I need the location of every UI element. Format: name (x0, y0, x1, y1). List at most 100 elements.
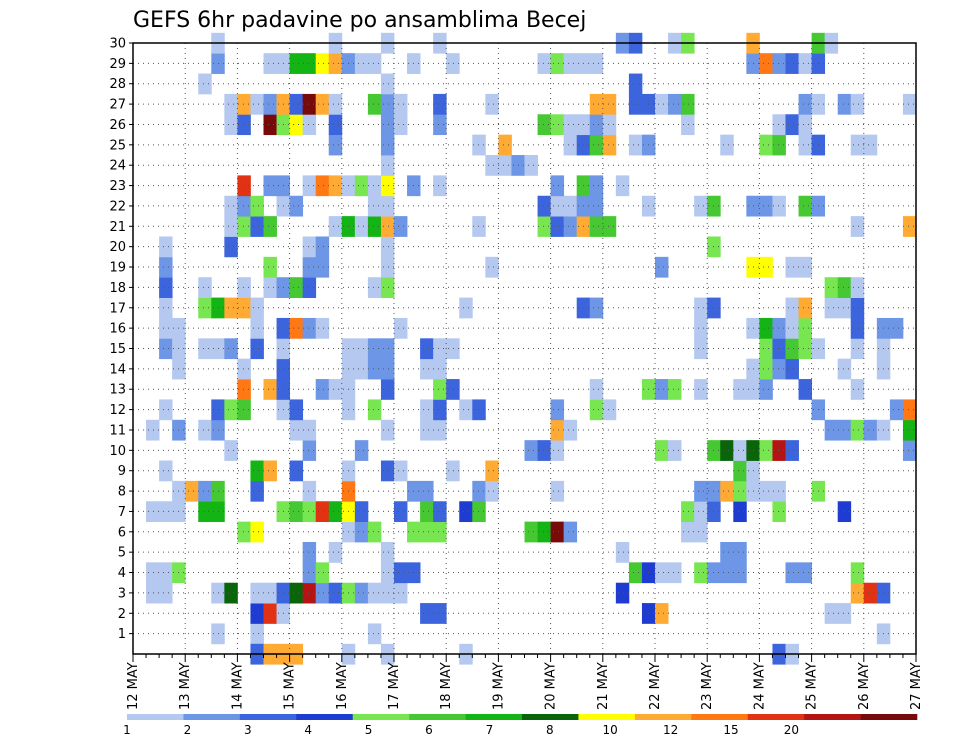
heatmap-cell (785, 256, 799, 278)
legend-label: 3 (244, 723, 252, 737)
heatmap-cell (798, 562, 812, 584)
heatmap-cell (250, 603, 264, 624)
heatmap-cell (550, 480, 565, 502)
heatmap-cell (328, 216, 343, 237)
heatmap-cells (146, 32, 917, 665)
legend-label: 20 (784, 723, 799, 737)
heatmap-cell (850, 379, 865, 400)
heatmap-cell (250, 338, 264, 360)
y-tick-label: 6 (118, 525, 126, 540)
heatmap-cell (563, 419, 578, 441)
y-tick-label: 17 (109, 301, 126, 316)
heatmap-cell (537, 521, 551, 543)
heatmap-cell (328, 93, 343, 115)
heatmap-cell (459, 399, 473, 421)
heatmap-cell (550, 216, 565, 237)
heatmap-cell (446, 379, 460, 400)
heatmap-cell (759, 134, 773, 156)
heatmap-cell (472, 399, 486, 421)
x-tick-label: 21 MAY (596, 662, 611, 710)
heatmap-cell (328, 134, 343, 156)
heatmap-cell (798, 114, 812, 136)
heatmap-cell (159, 338, 173, 360)
heatmap-cell (224, 399, 238, 421)
heatmap-cell (759, 480, 773, 502)
y-tick-label: 30 (109, 37, 126, 52)
heatmap-cell (159, 460, 173, 482)
heatmap-cell (628, 73, 643, 95)
heatmap-cell (302, 582, 317, 604)
heatmap-cell (759, 195, 773, 217)
heatmap-cell (380, 134, 395, 156)
heatmap-cell (250, 317, 264, 339)
heatmap-cell (602, 114, 617, 136)
heatmap-cell (550, 195, 565, 217)
legend-label: 5 (365, 723, 373, 737)
y-tick-label: 25 (109, 138, 126, 153)
heatmap-cell (354, 501, 369, 523)
heatmap-cell (146, 562, 160, 584)
heatmap-cell (237, 358, 251, 380)
heatmap-cell (759, 379, 773, 400)
heatmap-cell (550, 440, 565, 461)
heatmap-cell (694, 501, 708, 523)
heatmap-cell (446, 53, 460, 74)
heatmap-cell (394, 562, 408, 584)
heatmap-cell (263, 256, 277, 278)
heatmap-cell (328, 114, 343, 136)
heatmap-cell (602, 399, 617, 421)
y-tick-label: 4 (118, 566, 126, 581)
heatmap-cell (550, 399, 565, 421)
heatmap-cell (237, 93, 251, 115)
legend-swatch (860, 714, 918, 720)
heatmap-cell (250, 93, 264, 115)
heatmap-cell (837, 501, 852, 523)
heatmap-cell (602, 134, 617, 156)
heatmap-cell (902, 440, 917, 461)
heatmap-cell (837, 297, 852, 319)
y-tick-label: 1 (118, 627, 126, 642)
heatmap-cell (798, 379, 812, 400)
chart-title: GEFS 6hr padavine po ansamblima Becej (133, 8, 586, 33)
heatmap-cell (772, 134, 786, 156)
heatmap-cell (250, 195, 264, 217)
heatmap-cell (420, 358, 434, 380)
heatmap-cell (837, 277, 852, 298)
heatmap-cell (289, 399, 304, 421)
heatmap-cell (302, 175, 317, 197)
heatmap-cell (563, 521, 578, 543)
heatmap-cell (433, 358, 447, 380)
heatmap-cell (250, 521, 264, 543)
heatmap-cell (380, 379, 395, 400)
heatmap-cell (772, 53, 786, 74)
heatmap-cell (850, 93, 865, 115)
heatmap-cell (302, 93, 317, 115)
heatmap-cell (550, 419, 565, 441)
heatmap-cell (733, 562, 747, 584)
heatmap-cell (524, 440, 538, 461)
heatmap-cell (759, 256, 773, 278)
heatmap-cell (433, 379, 447, 400)
heatmap-cell (694, 195, 708, 217)
heatmap-cell (694, 562, 708, 584)
heatmap-cell (394, 216, 408, 237)
legend-swatch (578, 714, 636, 720)
y-tick-label: 29 (109, 57, 126, 72)
heatmap-cell (250, 297, 264, 319)
heatmap-cell (237, 297, 251, 319)
heatmap-cell (798, 297, 812, 319)
heatmap-cell (198, 277, 212, 298)
y-tick-label: 2 (118, 607, 126, 622)
heatmap-cell (850, 216, 865, 237)
y-tick-label: 19 (109, 261, 126, 276)
heatmap-cell (681, 93, 695, 115)
y-tick-label: 15 (109, 342, 126, 357)
heatmap-cell (263, 379, 277, 400)
heatmap-cell (798, 317, 812, 339)
heatmap-cell (772, 317, 786, 339)
heatmap-cell (224, 582, 238, 604)
y-tick-label: 12 (109, 403, 126, 418)
heatmap-cell (263, 175, 277, 197)
heatmap-cell (889, 317, 904, 339)
